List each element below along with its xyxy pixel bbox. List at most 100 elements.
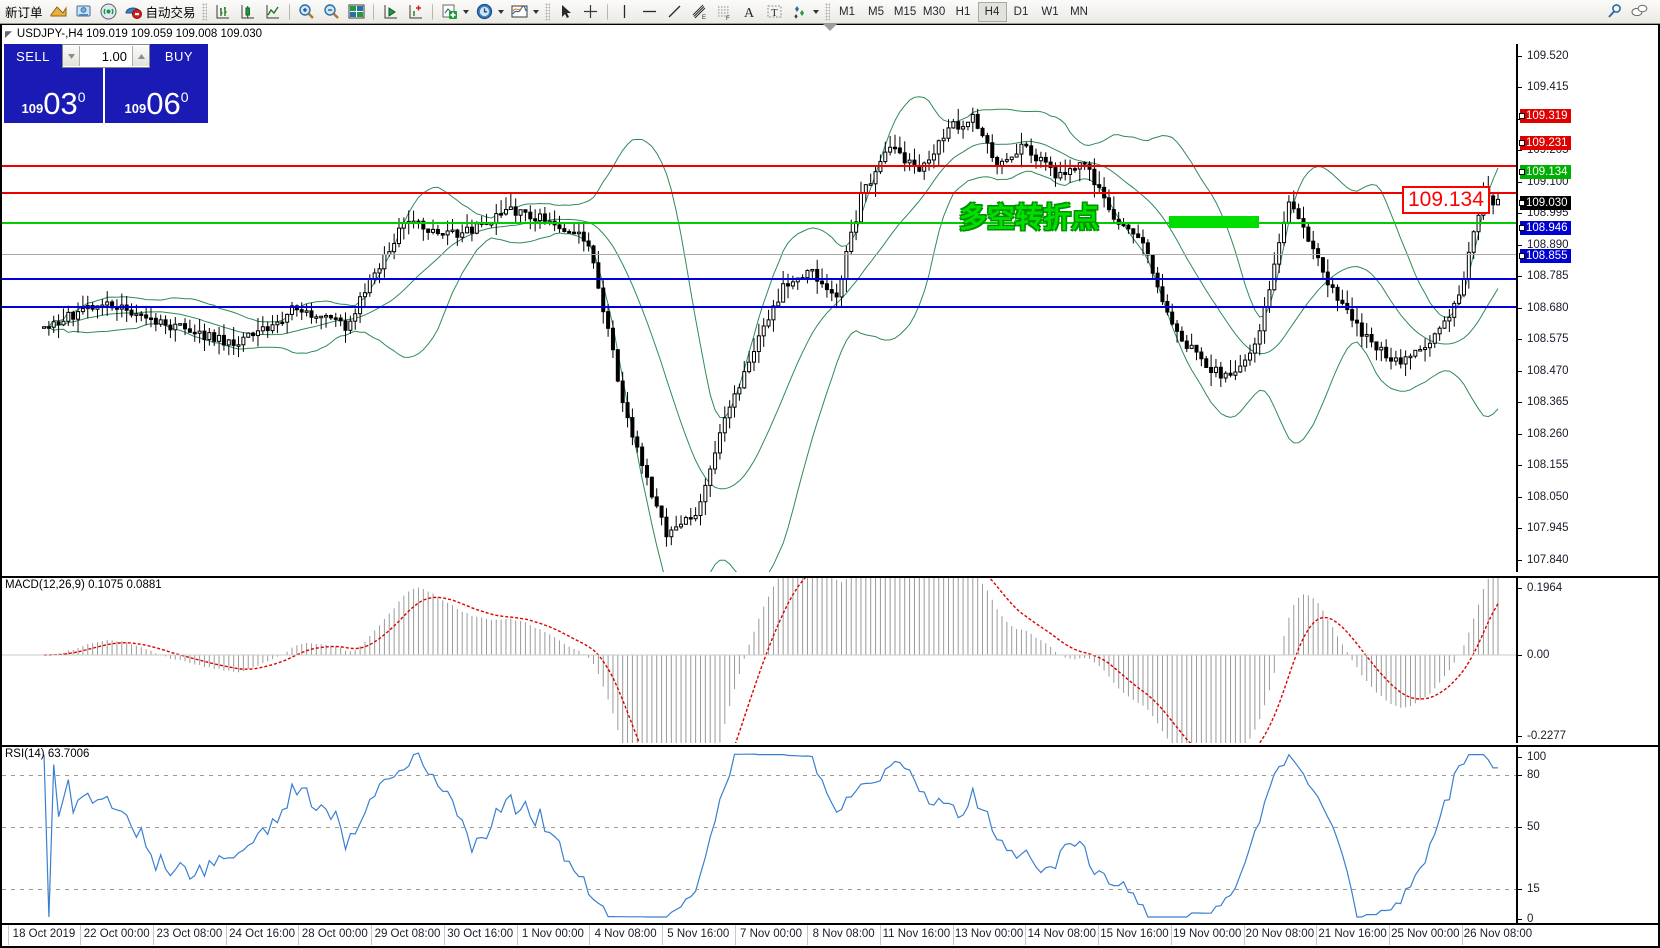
macd-signal-line: [44, 578, 1499, 743]
price-flag-last-price[interactable]: 109.030: [1519, 196, 1571, 210]
cloud-upload-button[interactable]: [71, 1, 96, 23]
timeframe-m1[interactable]: M1: [839, 5, 856, 18]
time-axis-separator: [153, 925, 155, 945]
timeframe-m5[interactable]: M5: [868, 5, 885, 18]
line-chart-button[interactable]: [260, 1, 285, 23]
crosshair-button[interactable]: [578, 1, 603, 23]
resistance-line-1[interactable]: [2, 165, 1516, 167]
turning-point-annotation[interactable]: 多空转折点: [959, 201, 1100, 234]
bar-chart-button[interactable]: [210, 1, 235, 23]
price-flag-support-1[interactable]: 108.946: [1519, 221, 1571, 236]
buy-price-display[interactable]: 109 06 0: [105, 68, 208, 123]
candle: [1247, 344, 1253, 366]
sell-button[interactable]: SELL: [4, 44, 62, 68]
cursor-button[interactable]: [553, 1, 578, 23]
candle: [503, 197, 508, 216]
candle: [265, 321, 270, 338]
macd-tick: 0.00: [1518, 649, 1658, 662]
horizontal-line-button[interactable]: [637, 1, 662, 23]
candle: [1296, 203, 1301, 220]
candle: [173, 317, 178, 342]
zoom-out-button[interactable]: [319, 1, 344, 23]
period-caret-icon[interactable]: [497, 9, 504, 14]
price-flag-pivot-level[interactable]: 109.134: [1519, 164, 1571, 179]
price-flag-support-2[interactable]: 108.855: [1519, 248, 1571, 263]
resistance-line-2[interactable]: [2, 192, 1516, 194]
tile-windows-button[interactable]: [344, 1, 369, 23]
toolbar-grip-1[interactable]: [201, 2, 207, 21]
timeframe-mn[interactable]: MN: [1070, 5, 1088, 18]
add-indicator-caret-icon[interactable]: [462, 9, 469, 14]
price-tick: 108.155: [1518, 459, 1658, 472]
pivot-highlight-box[interactable]: [1169, 216, 1259, 228]
timeframe-m15[interactable]: M15: [893, 5, 917, 18]
objects-caret-icon[interactable]: [812, 9, 819, 14]
candle: [1243, 354, 1248, 372]
candle: [572, 223, 577, 235]
text-button[interactable]: A: [737, 1, 762, 23]
search-button[interactable]: [1602, 1, 1627, 23]
time-axis-label: 30 Oct 16:00: [447, 928, 514, 940]
price-callout-box[interactable]: 109.134: [1402, 186, 1490, 214]
chart-icon-button[interactable]: [46, 1, 71, 23]
support-line-2[interactable]: [2, 306, 1516, 308]
period-button[interactable]: [472, 1, 507, 23]
new-order-button[interactable]: 新订单: [2, 1, 46, 23]
time-axis[interactable]: 18 Oct 2019 22 Oct 00:00 23 Oct 08:00 24 Oc…: [2, 923, 1658, 945]
volume-decrement-button[interactable]: [63, 46, 80, 66]
text-label-button[interactable]: T: [762, 1, 787, 23]
candle: [246, 332, 251, 338]
autotrading-button[interactable]: 自动交易: [121, 1, 199, 23]
add-indicator-button[interactable]: [437, 1, 472, 23]
candle: [275, 314, 280, 334]
candle: [679, 515, 684, 529]
price-flag-resistance-2[interactable]: 109.231: [1519, 135, 1571, 150]
toolbar-grip-2[interactable]: [544, 2, 550, 21]
candle: [1092, 158, 1097, 198]
zoom-in-button[interactable]: [294, 1, 319, 23]
volume-input[interactable]: 1.00: [101, 48, 127, 64]
volume-increment-button[interactable]: [132, 46, 149, 66]
pivot-line[interactable]: [2, 222, 1516, 224]
buy-button[interactable]: BUY: [150, 44, 208, 68]
rsi-plot[interactable]: [2, 747, 1516, 923]
data-window-button[interactable]: [378, 1, 403, 23]
restore-icon[interactable]: ◤: [5, 28, 12, 39]
candle: [348, 315, 353, 334]
timeframe-d1[interactable]: D1: [1013, 5, 1029, 18]
candlestick-button[interactable]: [235, 1, 260, 23]
price-scale[interactable]: 109.520109.415109.310109.205109.100108.9…: [1516, 44, 1658, 572]
price-flag-resistance-1[interactable]: 109.319: [1519, 109, 1571, 124]
candle: [1097, 171, 1102, 193]
price-plot[interactable]: 多空转折点: [2, 44, 1516, 572]
price-tick: 108.575: [1518, 333, 1658, 346]
timeframe-h4[interactable]: H4: [977, 1, 1007, 22]
time-axis-label: 8 Nov 08:00: [812, 928, 875, 940]
toolbar-grip-3[interactable]: [824, 2, 830, 21]
timeframe-m30[interactable]: M30: [922, 5, 946, 18]
one-click-trading-panel[interactable]: SELL 1.00 BUY 109 03 0: [4, 44, 208, 123]
navigator-button[interactable]: [403, 1, 428, 23]
chat-button[interactable]: [1627, 1, 1652, 23]
signal-button[interactable]: [96, 1, 121, 23]
templates-caret-icon[interactable]: [532, 9, 539, 14]
toolbar-separator-4: [606, 2, 608, 21]
candle: [576, 221, 581, 244]
macd-plot[interactable]: [2, 578, 1516, 743]
timeframe-w1[interactable]: W1: [1041, 5, 1059, 18]
candle: [606, 304, 611, 337]
equidistant-channel-button[interactable]: E: [687, 1, 712, 23]
trendline-button[interactable]: [662, 1, 687, 23]
support-line-1[interactable]: [2, 278, 1516, 280]
collapse-arrow-icon[interactable]: [823, 24, 837, 31]
time-axis-separator: [225, 925, 227, 945]
vertical-line-button[interactable]: [612, 1, 637, 23]
time-axis-separator: [880, 925, 882, 945]
candle: [1286, 195, 1291, 223]
templates-button[interactable]: [507, 1, 542, 23]
fibonacci-button[interactable]: F: [712, 1, 737, 23]
sell-price-display[interactable]: 109 03 0: [4, 68, 103, 123]
objects-button[interactable]: [787, 1, 822, 23]
macd-tick: -0.2277: [1518, 730, 1658, 743]
timeframe-h1[interactable]: H1: [955, 5, 971, 18]
